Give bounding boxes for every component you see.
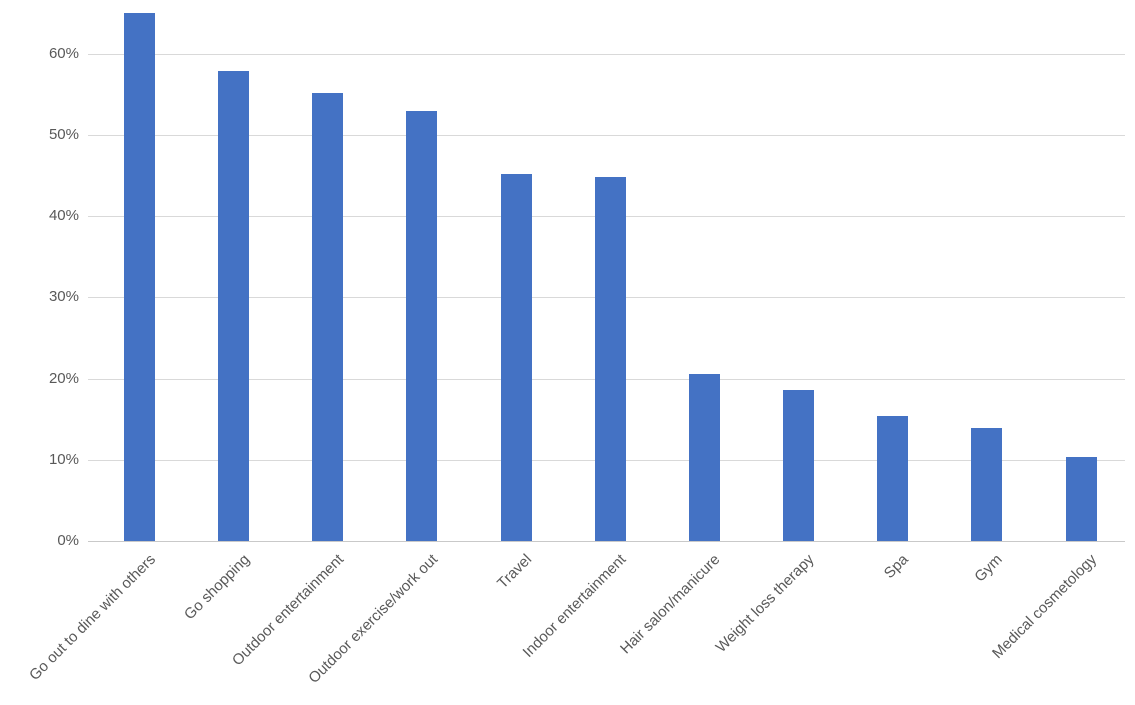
y-tick-label-30: 30%	[48, 288, 79, 306]
y-tick-label-20: 20%	[48, 369, 79, 387]
y-tick-label-50: 50%	[48, 125, 79, 143]
y-tick-label-10: 10%	[48, 450, 79, 468]
x-tick-label-go-shopping: Go shopping	[180, 551, 253, 624]
bar-travel	[500, 173, 532, 541]
bar-spa	[877, 415, 909, 541]
bar-gym	[971, 428, 1003, 541]
y-tick-label-40: 40%	[48, 207, 79, 225]
x-axis-line	[88, 541, 1125, 542]
y-tick-label-0: 0%	[57, 532, 79, 549]
gridline-50	[88, 134, 1125, 136]
x-tick-label-indoor-entertainment: Indoor entertainment	[519, 551, 630, 661]
bar-medical-cosmetology	[1065, 456, 1097, 541]
bar-hair-salon-manicure	[688, 373, 720, 541]
bar-indoor-entertainment	[594, 177, 626, 541]
bar-go-out-to-dine-with-others	[124, 13, 155, 541]
y-tick-label-60: 60%	[48, 44, 79, 62]
bar-outdoor-exercise-work-out	[406, 111, 438, 541]
x-tick-label-hair-salon-manicure: Hair salon/manicure	[617, 551, 724, 658]
bar-weight-loss-therapy	[783, 389, 815, 541]
gridline-60	[88, 53, 1125, 55]
x-tick-label-medical-cosmetology: Medical cosmetology	[988, 551, 1101, 663]
bar-outdoor-entertainment	[312, 93, 344, 541]
bar-go-shopping	[218, 71, 250, 541]
x-tick-label-travel: Travel	[494, 551, 536, 593]
x-tick-label-gym: Gym	[971, 551, 1006, 586]
x-tick-label-go-out-to-dine-with-others: Go out to dine with others	[25, 551, 159, 684]
x-tick-label-weight-loss-therapy: Weight loss therapy	[712, 551, 818, 656]
x-tick-label-spa: Spa	[880, 551, 912, 582]
